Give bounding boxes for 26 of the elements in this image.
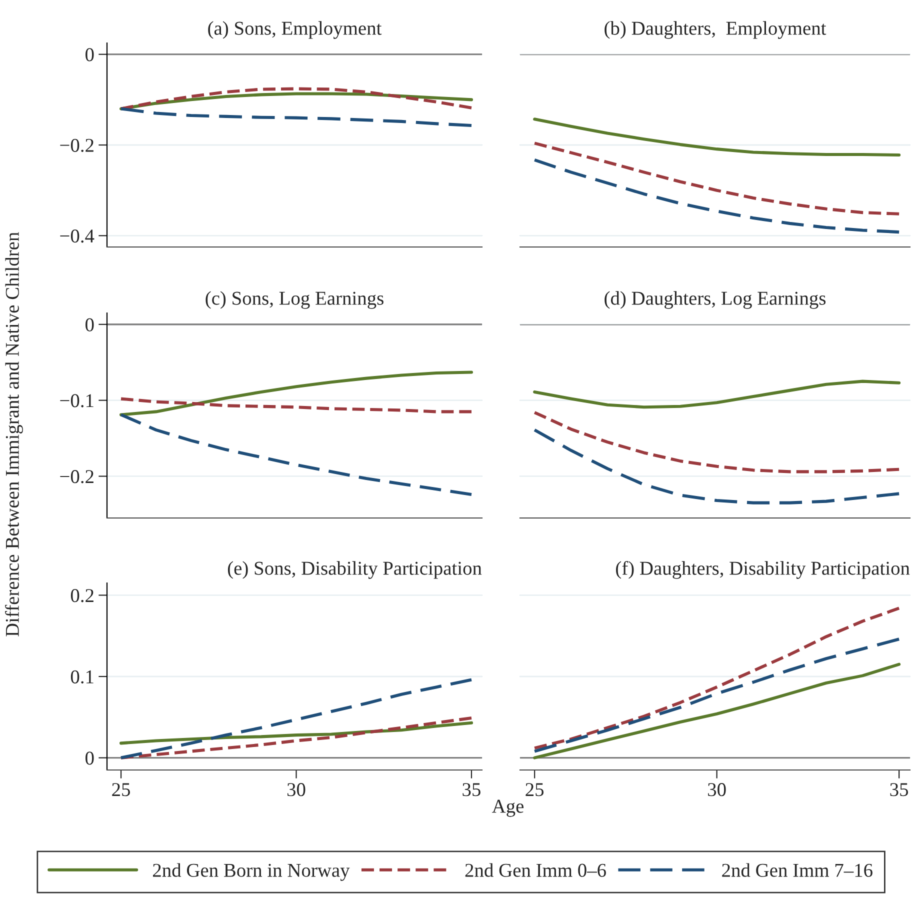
legend-label: 2nd Gen Imm 0–6 <box>465 863 606 877</box>
x-tick-label: 35 <box>890 783 908 796</box>
y-tick-label: 0 <box>86 318 94 332</box>
chart-title: (f) Daughters, Disability Participation <box>616 560 910 579</box>
legend-label: 2nd Gen Imm 7–16 <box>722 863 872 877</box>
y-tick-label: 0.2 <box>70 589 94 602</box>
x-tick-label: 25 <box>526 783 544 796</box>
chart-title: (d) Daughters, Log Earnings <box>604 291 826 309</box>
x-tick-label: 30 <box>287 783 306 796</box>
y-axis-title: Difference Between Immigrant and Native Children <box>5 232 23 636</box>
y-tick-label: −0.1 <box>60 394 94 408</box>
y-tick-label: 0 <box>86 752 94 765</box>
y-tick-label: 0 <box>86 48 94 62</box>
y-tick-label: 0.1 <box>70 670 94 684</box>
x-tick-label: 35 <box>462 783 480 796</box>
chart-title: (a) Sons, Employment <box>208 21 382 39</box>
x-axis-title: Age <box>492 800 524 817</box>
chart-title: (b) Daughters, Employment <box>604 21 826 39</box>
legend-label: 2nd Gen Born in Norway <box>153 863 350 881</box>
chart-title: (e) Sons, Disability Participation <box>228 561 482 579</box>
x-tick-label: 30 <box>708 783 726 796</box>
y-tick-label: −0.2 <box>60 470 94 484</box>
x-tick-label: 25 <box>112 783 130 796</box>
chart-title: (c) Sons, Log Earnings <box>206 291 384 309</box>
y-tick-label: −0.2 <box>60 138 94 152</box>
y-tick-label: −0.4 <box>60 229 94 243</box>
